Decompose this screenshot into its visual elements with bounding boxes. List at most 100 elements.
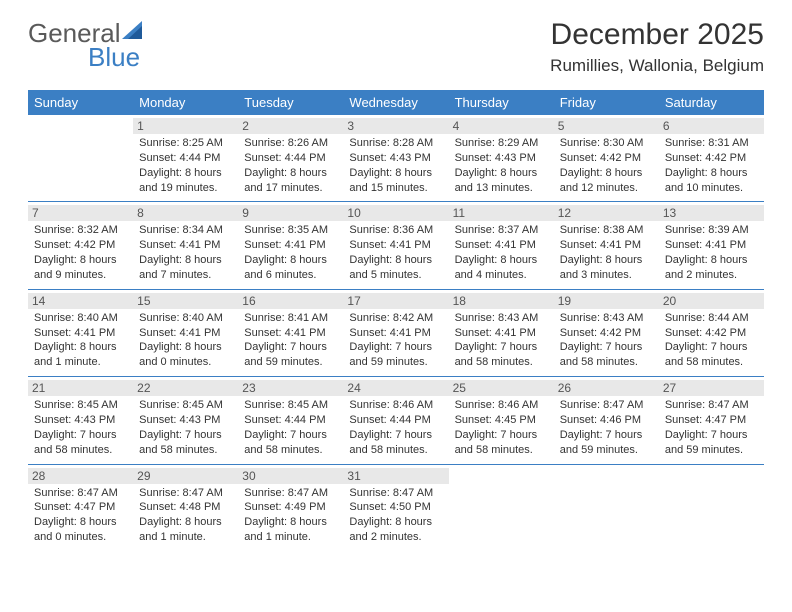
logo: General Blue [28, 18, 178, 68]
sunrise-text: Sunrise: 8:42 AM [349, 311, 442, 326]
sunset-text: Sunset: 4:49 PM [244, 500, 337, 515]
calendar-day-cell: 28Sunrise: 8:47 AMSunset: 4:47 PMDayligh… [28, 464, 133, 551]
calendar-day-cell: 5Sunrise: 8:30 AMSunset: 4:42 PMDaylight… [554, 115, 659, 202]
day-info: Sunrise: 8:47 AMSunset: 4:47 PMDaylight:… [665, 398, 758, 457]
day-number: 14 [28, 293, 133, 309]
daylight-text: Daylight: 8 hours and 19 minutes. [139, 166, 232, 196]
day-number: 8 [133, 205, 238, 221]
sunset-text: Sunset: 4:43 PM [455, 151, 548, 166]
sunrise-text: Sunrise: 8:46 AM [455, 398, 548, 413]
day-info: Sunrise: 8:47 AMSunset: 4:49 PMDaylight:… [244, 486, 337, 545]
daylight-text: Daylight: 8 hours and 4 minutes. [455, 253, 548, 283]
day-number: 15 [133, 293, 238, 309]
title-block: December 2025 Rumillies, Wallonia, Belgi… [550, 18, 764, 76]
weekday-header: Tuesday [238, 90, 343, 115]
calendar-day-cell: 3Sunrise: 8:28 AMSunset: 4:43 PMDaylight… [343, 115, 448, 202]
daylight-text: Daylight: 7 hours and 58 minutes. [665, 340, 758, 370]
weekday-header: Saturday [659, 90, 764, 115]
calendar-week-row: 14 Sunrise: 8:40 AM Sunset: 4:41 PM Dayligh… [28, 289, 764, 376]
sunset-text: Sunset: 4:44 PM [139, 151, 232, 166]
sunrise-text: Sunrise: 8:37 AM [455, 223, 548, 238]
sunrise-text: Sunrise: 8:43 AM [455, 311, 548, 326]
day-number: 30 [238, 468, 343, 484]
calendar-day-cell: 11Sunrise: 8:37 AMSunset: 4:41 PMDayligh… [449, 202, 554, 289]
day-info: Sunrise: 8:26 AMSunset: 4:44 PMDaylight:… [244, 136, 337, 195]
sunrise-text: Sunrise: 8:32 AM [34, 223, 127, 238]
day-number: 7 [28, 205, 133, 221]
day-number: 1 [133, 118, 238, 134]
weekday-header: Thursday [449, 90, 554, 115]
daylight-text: Daylight: 8 hours and 12 minutes. [560, 166, 653, 196]
daylight-text: Daylight: 8 hours and 2 minutes. [665, 253, 758, 283]
daylight-text: Daylight: 8 hours and 1 minute. [244, 515, 337, 545]
calendar-day-cell: 16Sunrise: 8:41 AMSunset: 4:41 PMDayligh… [238, 289, 343, 376]
daylight-text: Daylight: 7 hours and 58 minutes. [455, 340, 548, 370]
daylight-text: Daylight: 7 hours and 59 minutes. [560, 428, 653, 458]
sunrise-text: Sunrise: 8:44 AM [665, 311, 758, 326]
sunrise-text: Sunrise: 8:39 AM [665, 223, 758, 238]
calendar-day-cell: 17Sunrise: 8:42 AMSunset: 4:41 PMDayligh… [343, 289, 448, 376]
calendar-day-cell [28, 115, 133, 202]
calendar-day-cell: 13Sunrise: 8:39 AMSunset: 4:41 PMDayligh… [659, 202, 764, 289]
calendar-header-row: SundayMondayTuesdayWednesdayThursdayFrid… [28, 90, 764, 115]
daylight-text: Daylight: 7 hours and 58 minutes. [560, 340, 653, 370]
day-number: 3 [343, 118, 448, 134]
sunset-text: Sunset: 4:41 PM [349, 326, 442, 341]
daylight-text: Daylight: 7 hours and 58 minutes. [455, 428, 548, 458]
sunrise-text: Sunrise: 8:47 AM [665, 398, 758, 413]
sunrise-text: Sunrise: 8:47 AM [560, 398, 653, 413]
calendar-day-cell: 10Sunrise: 8:36 AMSunset: 4:41 PMDayligh… [343, 202, 448, 289]
daylight-text: Daylight: 8 hours and 0 minutes. [34, 515, 127, 545]
sunrise-text: Sunrise: 8:29 AM [455, 136, 548, 151]
daylight-text: Daylight: 8 hours and 6 minutes. [244, 253, 337, 283]
day-number: 6 [659, 118, 764, 134]
daylight-text: Daylight: 8 hours and 0 minutes. [139, 340, 232, 370]
day-info: Sunrise: 8:47 AMSunset: 4:48 PMDaylight:… [139, 486, 232, 545]
sunset-text: Sunset: 4:42 PM [560, 326, 653, 341]
calendar-day-cell: 9Sunrise: 8:35 AMSunset: 4:41 PMDaylight… [238, 202, 343, 289]
day-number: 12 [554, 205, 659, 221]
daylight-text: Daylight: 8 hours and 2 minutes. [349, 515, 442, 545]
day-info: Sunrise: 8:34 AMSunset: 4:41 PMDaylight:… [139, 223, 232, 282]
sunrise-text: Sunrise: 8:34 AM [139, 223, 232, 238]
calendar-week-row: 1Sunrise: 8:25 AMSunset: 4:44 PMDaylight… [28, 115, 764, 202]
day-info: Sunrise: 8:47 AMSunset: 4:47 PMDaylight:… [34, 486, 127, 545]
sunrise-text: Sunrise: 8:46 AM [349, 398, 442, 413]
calendar-day-cell: 20Sunrise: 8:44 AMSunset: 4:42 PMDayligh… [659, 289, 764, 376]
calendar-day-cell: 21Sunrise: 8:45 AMSunset: 4:43 PMDayligh… [28, 377, 133, 464]
weekday-header: Monday [133, 90, 238, 115]
sunset-text: Sunset: 4:41 PM [455, 238, 548, 253]
calendar-day-cell: 7Sunrise: 8:32 AMSunset: 4:42 PMDaylight… [28, 202, 133, 289]
calendar-day-cell: 30 Sunrise: 8:47 AMSunset: 4:49 PMDayligh… [238, 464, 343, 551]
day-number: 2 [238, 118, 343, 134]
sunset-text: Sunset: 4:44 PM [244, 413, 337, 428]
daylight-text: Daylight: 8 hours and 10 minutes. [665, 166, 758, 196]
sunset-text: Sunset: 4:41 PM [244, 238, 337, 253]
day-info: Sunrise: 8:47 AMSunset: 4:46 PMDaylight:… [560, 398, 653, 457]
calendar-day-cell: 14Sunrise: 8:40 AMSunset: 4:41 PMDayligh… [28, 289, 133, 376]
day-info: Sunrise: 8:45 AMSunset: 4:43 PMDaylight:… [139, 398, 232, 457]
month-title: December 2025 [550, 18, 764, 52]
day-number: 9 [238, 205, 343, 221]
sunrise-text: Sunrise: 8:28 AM [349, 136, 442, 151]
daylight-text: Daylight: 8 hours and 15 minutes. [349, 166, 442, 196]
sunrise-text: Sunrise: 8:47 AM [34, 486, 127, 501]
sunrise-text: Sunrise: 8:25 AM [139, 136, 232, 151]
calendar-day-cell [659, 464, 764, 551]
daylight-text: Daylight: 7 hours and 59 minutes. [665, 428, 758, 458]
day-number: 25 [449, 380, 554, 396]
day-number [449, 468, 554, 484]
sunrise-text: Sunrise: 8:40 AM [34, 311, 127, 326]
calendar-day-cell: 4Sunrise: 8:29 AMSunset: 4:43 PMDaylight… [449, 115, 554, 202]
calendar-day-cell: 25Sunrise: 8:46 AMSunset: 4:45 PMDayligh… [449, 377, 554, 464]
sunset-text: Sunset: 4:42 PM [34, 238, 127, 253]
sunset-text: Sunset: 4:47 PM [34, 500, 127, 515]
daylight-text: Daylight: 8 hours and 5 minutes. [349, 253, 442, 283]
day-number: 21 [28, 380, 133, 396]
sunrise-text: Sunrise: 8:38 AM [560, 223, 653, 238]
calendar-day-cell: 1 Sunrise: 8:25 AMSunset: 4:44 PMDaylight… [133, 115, 238, 202]
sunrise-text: Sunrise: 8:45 AM [34, 398, 127, 413]
weekday-header: Wednesday [343, 90, 448, 115]
sunset-text: Sunset: 4:41 PM [349, 238, 442, 253]
day-info: Sunrise: 8:42 AMSunset: 4:41 PMDaylight:… [349, 311, 442, 370]
